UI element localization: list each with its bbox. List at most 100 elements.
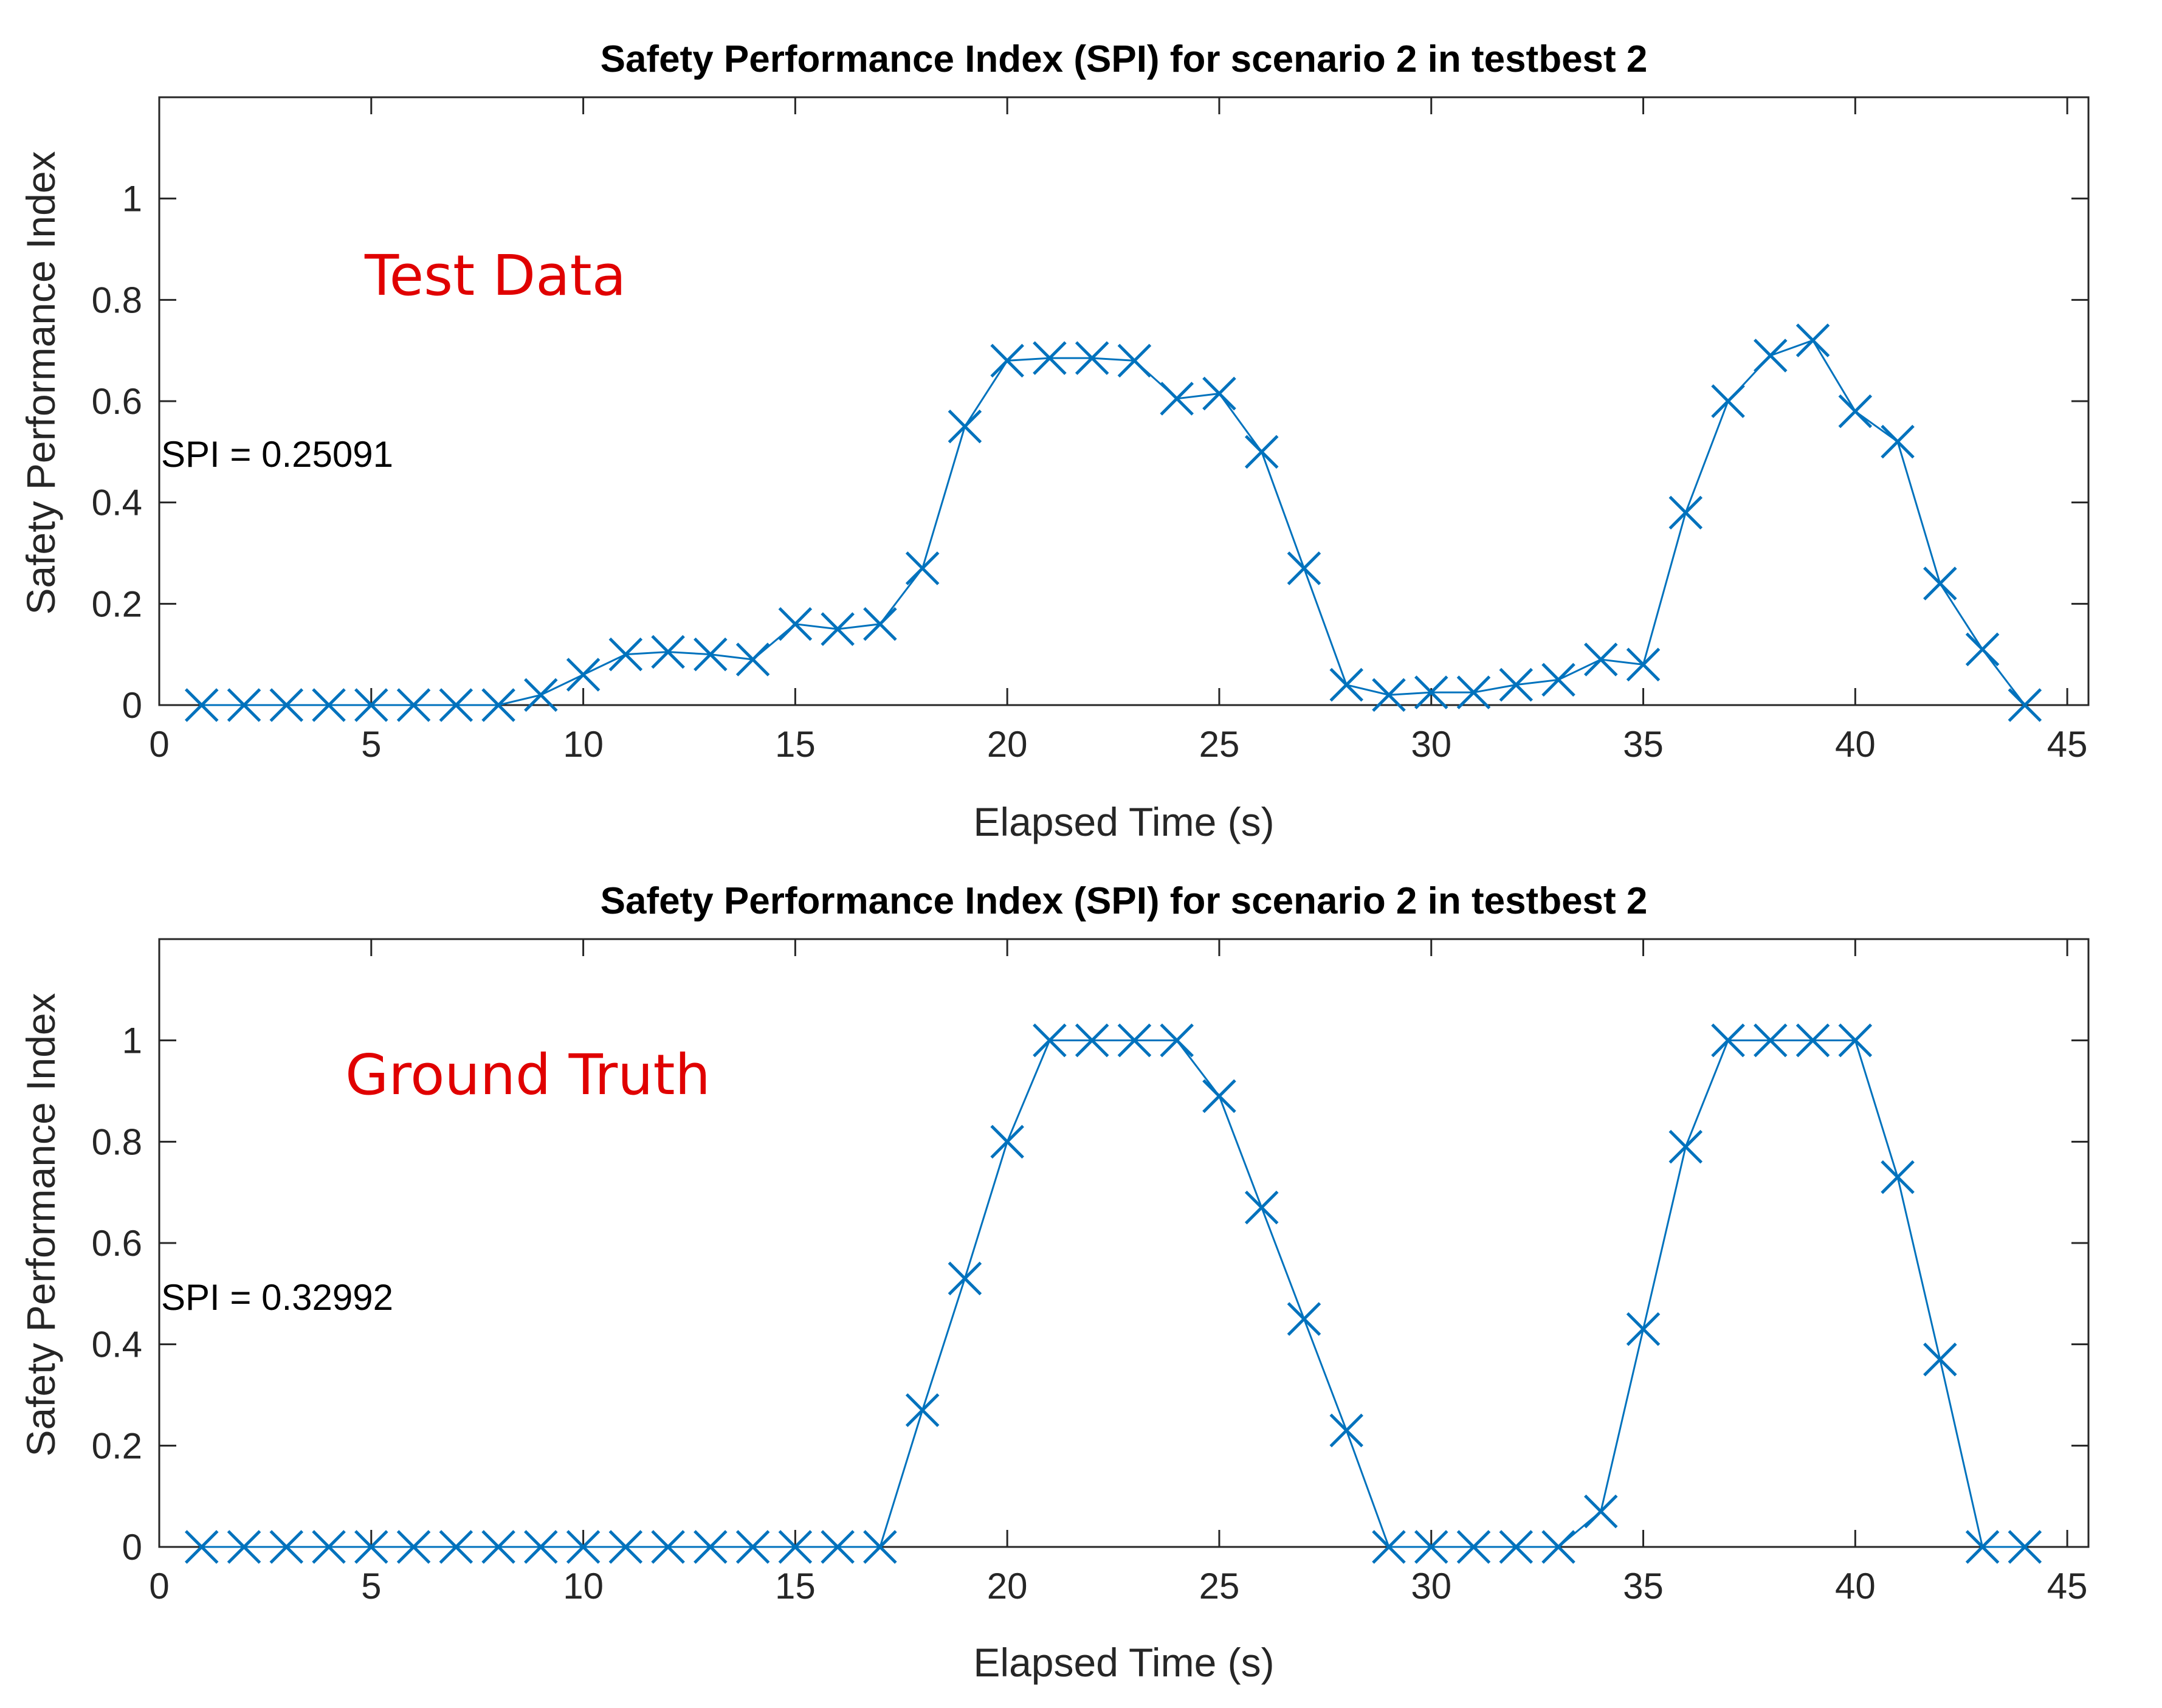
overlay-label: Ground Truth: [345, 1042, 711, 1107]
data-point-marker: [1244, 435, 1279, 469]
data-point-marker: [184, 688, 219, 722]
x-tick-label: 0: [149, 724, 169, 765]
series-line: [201, 339, 2026, 706]
data-point-marker: [608, 1530, 643, 1564]
y-tick-label: 1: [122, 1021, 142, 1061]
data-point-marker: [608, 637, 643, 672]
data-point-marker: [1923, 566, 1957, 601]
data-point-marker: [1117, 1023, 1152, 1058]
data-point-marker: [1372, 678, 1406, 712]
data-point-marker: [1668, 1129, 1703, 1164]
data-point-marker: [1795, 1023, 1830, 1058]
data-point-marker: [1329, 667, 1363, 702]
data-point-marker: [1584, 642, 1618, 677]
data-point-marker: [1160, 1023, 1194, 1058]
data-point-marker: [396, 1530, 431, 1564]
y-tick-label: 0.6: [92, 381, 142, 422]
data-point-marker: [1881, 1160, 1915, 1194]
data-point-marker: [481, 688, 515, 722]
data-point-marker: [1414, 675, 1448, 709]
data-point-marker: [1965, 632, 2000, 667]
data-point-marker: [1626, 1312, 1661, 1346]
y-tick-label: 0.4: [92, 1324, 142, 1365]
overlay-label: Test Data: [364, 243, 626, 308]
x-tick-label: 10: [563, 1566, 604, 1606]
data-point-marker: [694, 1530, 728, 1564]
data-point-marker: [1033, 1023, 1067, 1058]
data-point-marker: [1456, 675, 1491, 709]
data-point-marker: [1923, 1342, 1957, 1377]
plot-frame: [158, 96, 2090, 706]
data-point-marker: [2008, 688, 2042, 722]
data-point-marker: [1711, 384, 1745, 418]
y-tick-label: 0.2: [92, 1425, 142, 1466]
data-point-marker: [1754, 339, 1788, 373]
data-point-marker: [1287, 1302, 1321, 1336]
data-point-marker: [821, 1530, 855, 1564]
data-point-marker: [227, 688, 261, 722]
data-point-marker: [1287, 551, 1321, 585]
data-point-marker: [1456, 1530, 1491, 1564]
x-tick-label: 0: [149, 1566, 169, 1606]
x-tick-label: 20: [987, 1566, 1028, 1606]
data-point-marker: [1329, 1413, 1363, 1448]
x-tick-label: 35: [1623, 1566, 1664, 1606]
data-point-marker: [1668, 495, 1703, 530]
data-point-marker: [990, 1124, 1024, 1159]
data-point-marker: [566, 658, 601, 692]
x-axis-label: Elapsed Time (s): [973, 1640, 1274, 1685]
data-point-marker: [1075, 341, 1109, 375]
data-point-marker: [1499, 667, 1534, 702]
data-point-marker: [396, 688, 431, 722]
y-axis-label: Safety Performance Index: [18, 151, 63, 615]
x-tick-label: 30: [1411, 724, 1451, 765]
series-line: [201, 1039, 2025, 1548]
y-tick-label: 0.6: [92, 1223, 142, 1264]
data-point-marker: [439, 688, 473, 722]
data-point-marker: [990, 343, 1024, 378]
data-point-marker: [863, 1530, 897, 1564]
chart-title: Safety Performance Index (SPI) for scena…: [601, 38, 1648, 80]
data-point-marker: [905, 551, 940, 585]
x-tick-label: 15: [775, 1566, 816, 1606]
x-tick-label: 15: [775, 724, 816, 765]
x-tick-label: 5: [361, 724, 381, 765]
data-point-marker: [1541, 1530, 1575, 1564]
x-tick-label: 25: [1199, 724, 1240, 765]
data-point-marker: [1372, 1530, 1406, 1564]
data-point-marker: [1541, 663, 1575, 697]
y-tick-label: 0.8: [92, 1121, 142, 1162]
y-tick-label: 1: [122, 179, 142, 219]
data-point-marker: [1075, 1023, 1109, 1058]
chart-title: Safety Performance Index (SPI) for scena…: [601, 880, 1648, 922]
data-point-marker: [312, 688, 346, 722]
x-tick-label: 20: [987, 724, 1028, 765]
y-axis-label: Safety Performance Index: [18, 993, 63, 1456]
data-point-marker: [1754, 1023, 1788, 1058]
data-point-marker: [566, 1530, 601, 1564]
data-point-marker: [1838, 394, 1873, 429]
x-tick-label: 35: [1623, 724, 1664, 765]
data-point-marker: [1414, 1530, 1448, 1564]
x-tick-label: 5: [361, 1566, 381, 1606]
data-point-marker: [524, 678, 558, 712]
data-point-marker: [354, 688, 388, 722]
data-point-marker: [905, 1393, 940, 1427]
data-point-marker: [269, 1530, 304, 1564]
y-tick-label: 0.4: [92, 483, 142, 523]
x-tick-label: 40: [1835, 1566, 1876, 1606]
data-point-marker: [651, 1530, 685, 1564]
chart-ground-truth: 0 5 10 15 20 25 30 35 40 45 0 0.2 0.4 0.6 0.8 1 Safety P…: [18, 880, 2090, 1685]
data-point-marker: [735, 642, 770, 677]
data-point-marker: [651, 635, 685, 669]
data-point-marker: [2008, 1530, 2042, 1564]
data-point-marker: [1033, 341, 1067, 375]
data-point-marker: [1244, 1190, 1279, 1225]
data-point-marker: [1499, 1530, 1534, 1564]
chart-test-data: 0 5 10 15 20 25 30 35 40 45 0 0.2 0.4 0.6 0.8 1 Safety P…: [18, 38, 2090, 844]
y-tick-label: 0: [122, 1527, 142, 1568]
data-point-marker: [312, 1530, 346, 1564]
data-point-marker: [269, 688, 304, 722]
x-axis-label: Elapsed Time (s): [973, 799, 1274, 844]
